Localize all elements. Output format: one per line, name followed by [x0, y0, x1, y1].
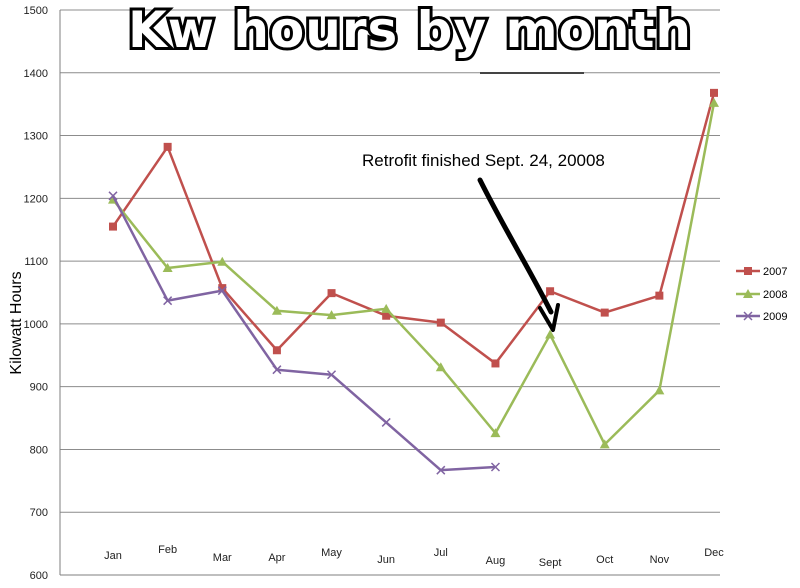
- data-point: [162, 263, 173, 273]
- legend: 2007 2008 2009: [736, 266, 787, 323]
- data-point: [743, 289, 753, 298]
- y-tick-labels: 600 700 800 900 1000 1100 1200 1300 1400 1500: [24, 5, 48, 582]
- data-point: [654, 385, 665, 395]
- legend-label: 2009: [763, 311, 787, 323]
- x-tick-label: Jul: [434, 547, 448, 559]
- data-point: [710, 88, 718, 97]
- x-tick-label: May: [321, 547, 342, 559]
- series-2007: [109, 88, 718, 368]
- data-point: [108, 191, 118, 201]
- data-point: [436, 465, 446, 475]
- y-tick-label: 1500: [24, 5, 48, 17]
- data-point: [327, 370, 337, 380]
- legend-label: 2007: [763, 266, 787, 278]
- data-point: [163, 296, 173, 306]
- x-tick-labels: Jan Feb Mar Apr May Jun Jul Aug Sept Oct Nov Dec: [104, 544, 724, 569]
- y-tick-label: 800: [30, 444, 48, 456]
- gridlines: [60, 9, 720, 513]
- data-point: [545, 329, 556, 339]
- data-point: [382, 311, 391, 320]
- data-point: [435, 362, 446, 372]
- x-tick-label: Nov: [650, 554, 670, 566]
- y-axis-label: Kilowatt Hours: [8, 271, 25, 374]
- x-tick-label: Aug: [486, 555, 506, 567]
- x-tick-label: Feb: [158, 544, 177, 556]
- y-tick-label: 900: [30, 382, 48, 394]
- legend-item: 2007: [736, 266, 787, 278]
- data-point: [271, 305, 282, 315]
- data-point: [381, 417, 391, 427]
- data-point: [655, 291, 664, 300]
- data-point: [163, 142, 172, 151]
- x-tick-label: Jun: [377, 554, 395, 566]
- data-point: [490, 428, 501, 438]
- data-point: [436, 318, 445, 327]
- series-2009: [108, 191, 500, 475]
- x-tick-label: Dec: [704, 547, 724, 559]
- data-point: [743, 311, 753, 321]
- data-point: [546, 287, 555, 296]
- data-point: [327, 289, 336, 298]
- x-tick-label: Oct: [596, 554, 613, 566]
- data-point: [326, 310, 337, 320]
- series-line: [111, 92, 716, 365]
- x-tick-label: Jan: [104, 550, 122, 562]
- data-point: [490, 462, 500, 472]
- y-tick-label: 1000: [24, 319, 48, 331]
- data-point: [491, 359, 500, 368]
- data-point: [109, 222, 117, 231]
- series-line: [111, 195, 496, 472]
- annotation-text: Retrofit finished Sept. 24, 20008: [362, 151, 605, 170]
- y-tick-label: 1200: [24, 193, 48, 205]
- data-point: [218, 284, 227, 293]
- legend-item: 2009: [736, 311, 787, 323]
- axes: [59, 10, 720, 576]
- series-lines: [108, 88, 719, 475]
- legend-item: 2008: [736, 289, 787, 301]
- data-point: [381, 303, 392, 313]
- legend-label: 2008: [763, 289, 787, 301]
- data-point: [217, 256, 228, 266]
- y-tick-label: 1100: [24, 256, 48, 268]
- series-line: [112, 102, 716, 446]
- y-tick-label: 600: [30, 570, 48, 582]
- x-tick-label: Sept: [539, 557, 562, 569]
- data-point: [272, 365, 282, 375]
- data-point: [217, 286, 227, 296]
- data-point: [600, 308, 609, 317]
- data-point: [744, 267, 752, 275]
- data-point: [709, 97, 719, 107]
- x-tick-label: Mar: [213, 552, 232, 564]
- x-tick-label: Apr: [268, 552, 285, 564]
- y-tick-label: 700: [30, 507, 48, 519]
- y-tick-label: 1400: [24, 68, 48, 80]
- data-point: [272, 346, 281, 355]
- chart-title: Kw hours by month: [128, 1, 692, 59]
- y-tick-label: 1300: [24, 131, 48, 143]
- annotation-arrow: [477, 177, 560, 332]
- data-point: [599, 439, 610, 449]
